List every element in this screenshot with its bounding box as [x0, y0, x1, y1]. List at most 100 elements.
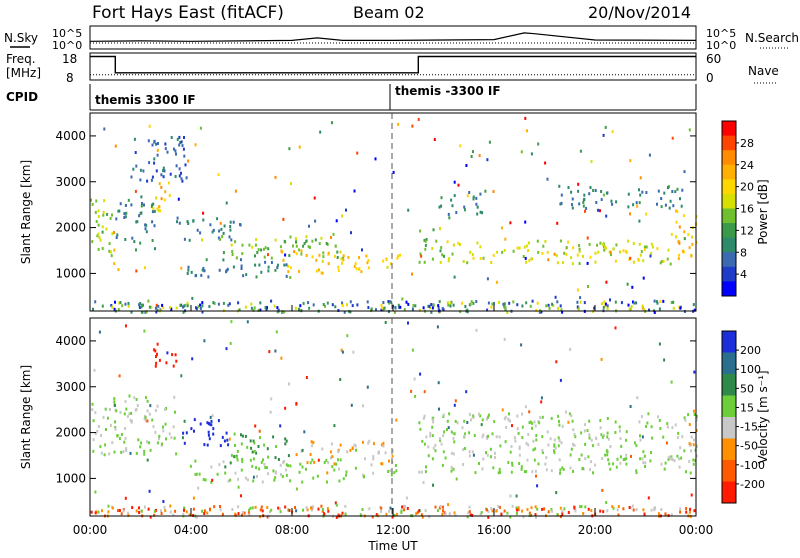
range-cell	[593, 306, 596, 310]
range-cell	[366, 261, 369, 265]
range-cell	[149, 515, 152, 519]
range-cell	[137, 438, 140, 442]
range-cell	[583, 429, 586, 433]
range-cell	[336, 250, 339, 254]
range-cell	[440, 196, 443, 200]
range-cell	[680, 456, 683, 460]
range-cell	[345, 470, 348, 474]
range-cell	[499, 470, 502, 474]
range-cell	[515, 512, 518, 515]
range-cell	[556, 221, 559, 225]
range-cell	[479, 210, 482, 214]
range-cell	[201, 509, 204, 513]
range-cell	[164, 147, 167, 151]
range-cell	[517, 431, 520, 435]
range-cell	[384, 321, 387, 324]
range-cell	[396, 256, 399, 260]
range-cell	[327, 251, 330, 255]
range-cell	[412, 304, 415, 308]
range-cell	[192, 219, 195, 223]
time-tick-label: 08:00	[275, 523, 310, 537]
range-cell	[335, 219, 338, 223]
range-cell	[638, 201, 641, 205]
range-cell	[590, 438, 593, 442]
range-cell	[155, 361, 158, 365]
range-cell	[242, 274, 245, 278]
range-cell	[650, 451, 652, 454]
range-cell	[448, 216, 451, 220]
range-cell	[339, 443, 342, 447]
range-cell	[682, 249, 684, 253]
range-cell	[688, 423, 691, 426]
range-cell	[606, 417, 609, 420]
range-cell	[657, 189, 660, 193]
range-cell	[231, 508, 234, 511]
range-cell	[523, 470, 526, 474]
range-cell	[185, 431, 188, 435]
range-cell	[159, 209, 162, 213]
range-cell	[189, 464, 192, 468]
range-cell	[258, 429, 261, 433]
range-cell	[244, 434, 247, 438]
range-cell	[480, 511, 483, 514]
range-cell	[134, 151, 137, 154]
range-cell	[234, 471, 237, 475]
range-cell	[337, 458, 339, 462]
range-cell	[551, 302, 554, 306]
range-cell	[141, 202, 143, 205]
range-cell	[627, 192, 630, 196]
range-cell	[341, 214, 344, 218]
range-cell	[170, 436, 173, 440]
range-cell	[114, 420, 117, 424]
range-cell	[695, 414, 698, 418]
range-cell	[472, 414, 475, 418]
range-cell	[597, 208, 600, 212]
range-cell	[616, 457, 619, 461]
range-cell	[313, 196, 316, 200]
range-cell	[432, 228, 435, 232]
range-cell	[645, 424, 647, 428]
range-cell	[280, 473, 282, 476]
range-cell	[380, 509, 383, 513]
range-cell	[285, 468, 288, 472]
range-cell	[180, 171, 182, 175]
range-cell	[361, 508, 364, 511]
colorbar-swatch	[722, 223, 736, 239]
range-cell	[298, 248, 301, 252]
range-cell	[124, 215, 127, 219]
range-cell	[603, 248, 606, 252]
colorbar-tick-label: 4	[740, 268, 747, 281]
range-cell	[547, 303, 550, 307]
range-cell	[655, 300, 658, 304]
time-tick-label: 00:00	[679, 523, 714, 537]
range-cell	[436, 325, 439, 329]
range-cell	[181, 436, 184, 440]
range-cell	[241, 252, 244, 256]
range-cell	[463, 447, 466, 450]
range-cell	[469, 302, 472, 306]
range-cell	[420, 513, 423, 517]
range-cell	[175, 164, 178, 168]
range-cell	[632, 300, 634, 304]
colorbar-swatch	[722, 481, 736, 504]
range-cell	[180, 374, 183, 378]
range-cell	[676, 436, 679, 440]
range-cell	[671, 458, 674, 462]
range-cell	[449, 304, 452, 308]
range-cell	[305, 376, 308, 379]
range-cell	[240, 433, 242, 437]
range-cell	[492, 466, 495, 470]
range-cell	[315, 258, 318, 262]
range-cell	[199, 422, 202, 426]
range-cell	[110, 254, 113, 258]
range-cell	[448, 412, 451, 416]
range-cell	[590, 509, 593, 513]
freq-tick-top: 18	[62, 52, 77, 66]
range-cell	[344, 512, 347, 516]
range-cell	[138, 306, 141, 309]
range-cell	[293, 250, 296, 254]
range-cell	[678, 225, 681, 229]
range-cell	[101, 304, 104, 308]
range-cell	[160, 197, 163, 201]
